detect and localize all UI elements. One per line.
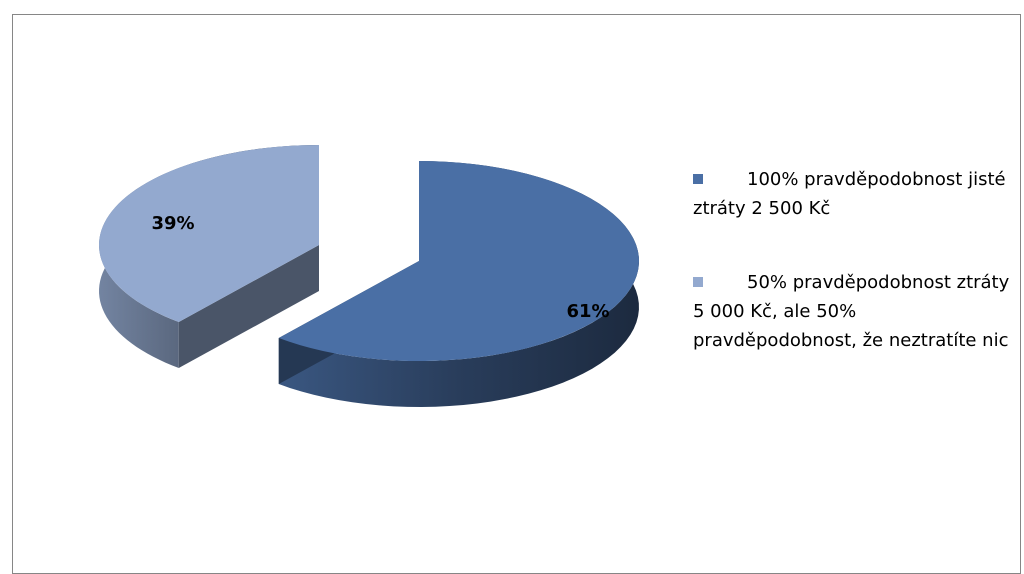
- legend-label: 100% pravděpodobnost jisté ztráty 2 500 …: [693, 169, 1006, 219]
- pie-chart: 61% 39%: [98, 145, 639, 407]
- pie-slice-top: [278, 161, 639, 361]
- pie-slice-top: [98, 145, 319, 323]
- legend-item: 50% pravděpodobnost ztráty 5 000 Kč, ale…: [693, 268, 1013, 355]
- legend-item: 100% pravděpodobnost jisté ztráty 2 500 …: [693, 165, 1013, 223]
- pie-slice: [98, 145, 319, 369]
- pie-slice: [278, 161, 639, 407]
- legend-swatch: [693, 277, 703, 287]
- legend-label: 50% pravděpodobnost ztráty 5 000 Kč, ale…: [693, 272, 1010, 351]
- legend-swatch: [693, 174, 703, 184]
- pie-slice-wall: [178, 245, 319, 369]
- chart-frame: 61% 39% 100% pravděpodobnost jisté ztráty…: [12, 14, 1021, 574]
- legend: 100% pravděpodobnost jisté ztráty 2 500 …: [693, 165, 1013, 400]
- slice-value-label: 39%: [151, 213, 194, 234]
- slice-value-label: 61%: [566, 301, 609, 322]
